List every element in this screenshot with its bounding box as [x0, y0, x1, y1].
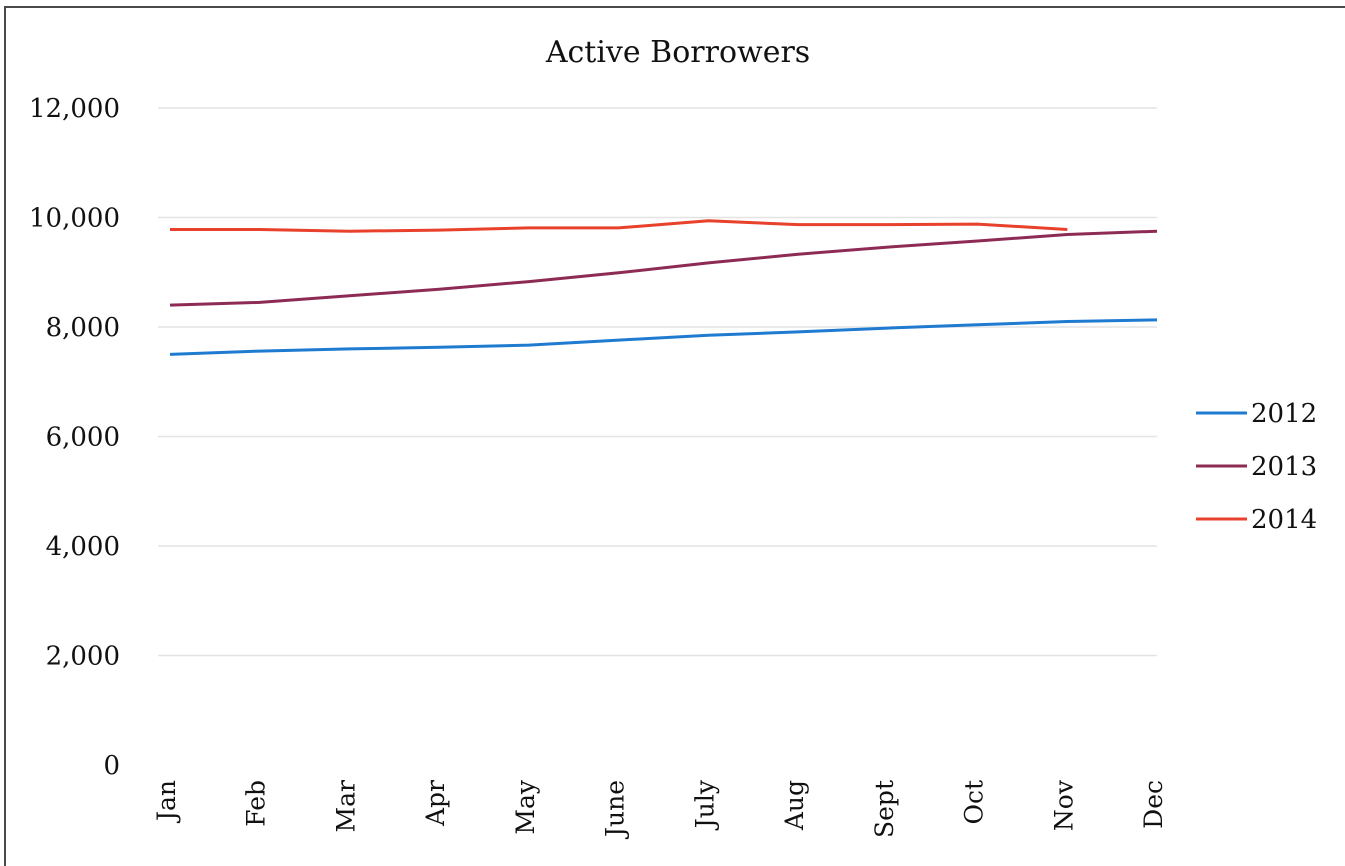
x-tick-label: Feb [242, 780, 271, 827]
gridlines [158, 107, 1157, 657]
series-line-2014 [170, 219, 1068, 233]
x-tick-label: Nov [1049, 779, 1078, 831]
series-line-2013 [169, 229, 1158, 307]
y-tick-label: 2,000 [46, 642, 120, 672]
chart-title: Active Borrowers [545, 35, 810, 70]
y-tick-label: 4,000 [46, 532, 120, 562]
x-tick-label: Oct [960, 780, 989, 825]
x-tick-label: Aug [780, 780, 809, 831]
legend-label: 2013 [1251, 452, 1317, 482]
y-tick-label: 8,000 [46, 313, 120, 343]
x-tick-label: Mar [331, 780, 360, 833]
series-lines [169, 219, 1158, 356]
legend: 2012 2013 2014 [1196, 399, 1317, 535]
x-tick-label: May [511, 779, 540, 835]
x-tick-label: Apr [421, 780, 450, 827]
x-tick-label: Jan [152, 780, 181, 824]
y-axis-ticks: 0 2,000 4,000 6,000 8,000 10,000 12,000 [29, 94, 120, 781]
y-tick-label: 0 [103, 751, 120, 781]
y-tick-label: 10,000 [29, 204, 120, 234]
legend-label: 2014 [1251, 505, 1317, 535]
x-tick-label: Dec [1139, 780, 1168, 829]
x-axis-ticks: Jan Feb Mar Apr May June July Aug Sept Oct Nov Dec [152, 779, 1168, 840]
x-tick-label: Sept [870, 780, 899, 838]
y-tick-label: 6,000 [46, 423, 120, 453]
x-tick-label: June [601, 780, 630, 840]
legend-label: 2012 [1251, 399, 1317, 429]
y-tick-label: 12,000 [29, 94, 120, 124]
series-line-2012 [169, 318, 1158, 356]
x-tick-label: July [690, 779, 719, 831]
